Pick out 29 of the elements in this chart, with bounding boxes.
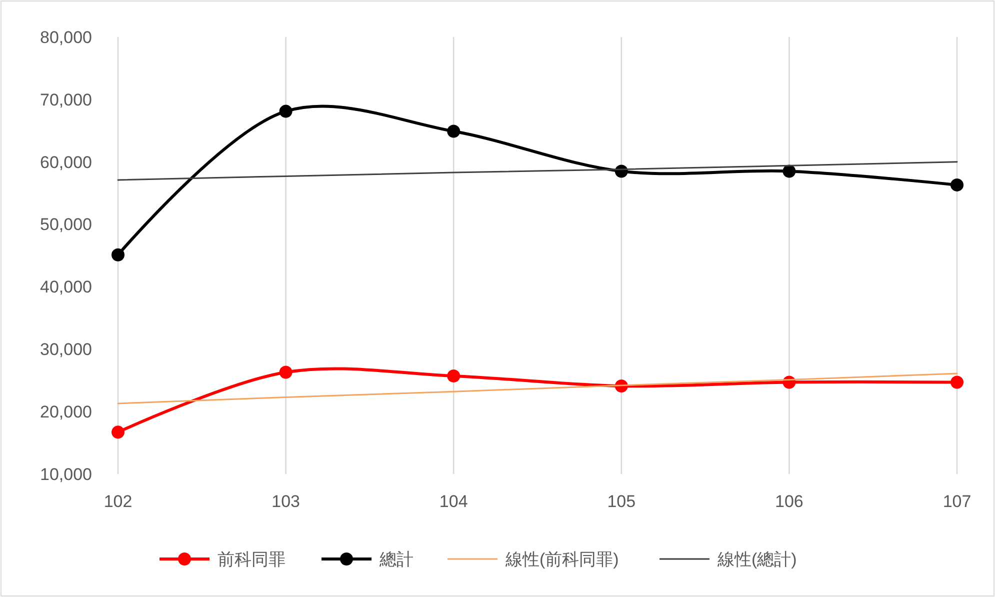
- legend-label: 總計: [378, 550, 414, 569]
- point: [950, 376, 964, 389]
- point: [112, 248, 124, 262]
- y-tick-label: 70,000: [40, 90, 92, 110]
- x-tick-label: 105: [607, 492, 636, 511]
- y-tick-label: 30,000: [40, 340, 92, 360]
- point: [447, 124, 460, 138]
- y-tick-label: 20,000: [40, 402, 92, 422]
- legend-label: 前科同罪: [218, 550, 286, 569]
- x-tick-label: 103: [272, 492, 300, 511]
- point: [782, 164, 796, 178]
- y-tick-label: 10,000: [40, 464, 92, 484]
- x-tick-label: 107: [942, 492, 972, 511]
- legend-label: 線性(總計): [716, 550, 797, 569]
- y-tick-label: 60,000: [40, 152, 92, 172]
- point: [950, 178, 964, 192]
- point: [279, 104, 292, 118]
- point: [112, 426, 124, 439]
- point: [279, 366, 292, 379]
- x-tick-label: 104: [439, 492, 468, 511]
- x-tick-label: 102: [104, 492, 132, 511]
- y-tick-label: 80,000: [40, 28, 92, 47]
- point: [447, 369, 460, 382]
- line-series: [117, 372, 958, 404]
- legend-label: 線性(前科同罪): [504, 550, 619, 569]
- y-tick-label: 40,000: [40, 278, 92, 297]
- x-tick-label: 106: [775, 492, 804, 511]
- y-tick-label: 50,000: [40, 215, 92, 234]
- line-series: [117, 161, 958, 181]
